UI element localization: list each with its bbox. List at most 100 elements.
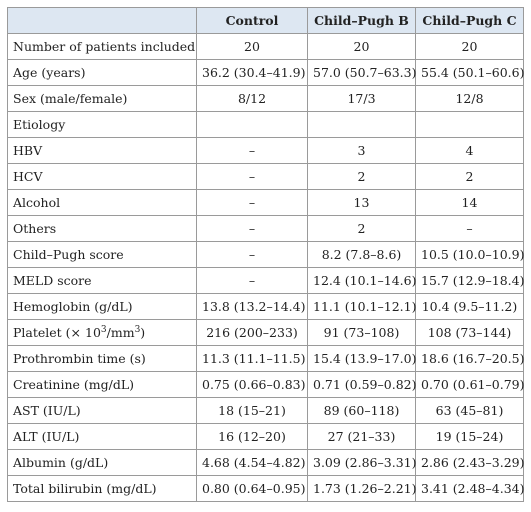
value-cell: 63 (45–81): [415, 397, 524, 424]
value-cell: 12/8: [415, 85, 524, 112]
value-cell: 55.4 (50.1–60.6): [415, 59, 524, 86]
table-row: MELD score –12.4 (10.1–14.6) 15.7 (12.9–18…: [7, 267, 524, 294]
value-cell: 11.3 (11.1–11.5): [196, 345, 308, 372]
value-cell: 15.4 (13.9–17.0): [307, 345, 416, 372]
value-cell: 0.71 (0.59–0.82): [307, 371, 416, 398]
table-row: Total bilirubin (mg/dL) 0.80 (0.64–0.95) 1…: [7, 475, 524, 502]
table-row: ALT (IU/L) 16 (12–20) 27 (21–33) 19 (15–24): [7, 423, 524, 450]
value-cell: –: [196, 163, 308, 190]
value-cell: –: [196, 267, 308, 294]
value-cell: 20: [196, 33, 308, 60]
value-cell: 0.70 (0.61–0.79): [415, 371, 524, 398]
value-cell: 10.4 (9.5–11.2): [415, 293, 524, 320]
table-row: Prothrombin time (s) 11.3 (11.1–11.5) 15.4…: [7, 345, 524, 372]
data-table: Control Child–Pugh B Child–Pugh C Number o…: [7, 7, 524, 502]
value-cell: 20: [307, 33, 416, 60]
superscript: 3: [100, 324, 107, 335]
row-label: Platelet (× 103/mm3): [7, 319, 197, 346]
table-row: HBV –3 4: [7, 137, 524, 164]
value-cell: 19 (15–24): [415, 423, 524, 450]
header-cell: Child–Pugh B: [307, 7, 416, 34]
value-cell: 18 (15–21): [196, 397, 308, 424]
value-cell: 14: [415, 189, 524, 216]
value-cell: 8.2 (7.8–8.6): [307, 241, 416, 268]
row-label: Hemoglobin (g/dL): [7, 293, 197, 320]
header-row: Control Child–Pugh B Child–Pugh C: [7, 7, 524, 34]
row-label: Creatinine (mg/dL): [7, 371, 197, 398]
table-row: Sex (male/female) 8/12 17/3 12/8: [7, 85, 524, 112]
row-label: Etiology: [7, 111, 197, 138]
value-cell: 27 (21–33): [307, 423, 416, 450]
row-label: Albumin (g/dL): [7, 449, 197, 476]
row-label: Child–Pugh score: [7, 241, 197, 268]
row-label: MELD score: [7, 267, 197, 294]
value-cell: 4.68 (4.54–4.82): [196, 449, 308, 476]
value-cell: –: [196, 241, 308, 268]
value-cell: 1.73 (1.26–2.21): [307, 475, 416, 502]
table-row: Others –2–: [7, 215, 524, 242]
value-cell: 11.1 (10.1–12.1): [307, 293, 416, 320]
table-row: Albumin (g/dL) 4.68 (4.54–4.82) 3.09 (2.86…: [7, 449, 524, 476]
value-cell: 17/3: [307, 85, 416, 112]
value-cell: 108 (73–144): [415, 319, 524, 346]
value-cell: 13: [307, 189, 416, 216]
row-label: AST (IU/L): [7, 397, 197, 424]
label-text: /mm: [106, 325, 135, 340]
table-row: Age (years) 36.2 (30.4–41.9) 57.0 (50.7–63…: [7, 59, 524, 86]
table-row: Number of patients included 20 20 20: [7, 33, 524, 60]
row-label: HCV: [7, 163, 197, 190]
value-cell: 2: [415, 163, 524, 190]
header-cell: [7, 7, 197, 34]
value-cell: 10.5 (10.0–10.9): [415, 241, 524, 268]
row-label: Age (years): [7, 59, 197, 86]
value-cell: 15.7 (12.9–18.4): [415, 267, 524, 294]
value-cell: 3.41 (2.48–4.34): [415, 475, 524, 502]
value-cell: 13.8 (13.2–14.4): [196, 293, 308, 320]
table-row: HCV –2 2: [7, 163, 524, 190]
row-label: Others: [7, 215, 197, 242]
header-cell: Control: [196, 7, 308, 34]
table-row: Hemoglobin (g/dL) 13.8 (13.2–14.4) 11.1 (1…: [7, 293, 524, 320]
value-cell: 4: [415, 137, 524, 164]
value-cell: 18.6 (16.7–20.5): [415, 345, 524, 372]
empty-cell: [196, 111, 308, 138]
value-cell: 16 (12–20): [196, 423, 308, 450]
value-cell: 8/12: [196, 85, 308, 112]
value-cell: 2: [307, 163, 416, 190]
empty-cell: [415, 111, 524, 138]
table-row: Platelet (× 103/mm3) 216 (200–233) 91 (73–…: [7, 319, 524, 346]
label-text: Platelet (× 10: [13, 325, 101, 340]
value-cell: 12.4 (10.1–14.6): [307, 267, 416, 294]
value-cell: 57.0 (50.7–63.3): [307, 59, 416, 86]
table-row: AST (IU/L) 18 (15–21) 89 (60–118) 63 (45–81…: [7, 397, 524, 424]
table-row: Alcohol –13 14: [7, 189, 524, 216]
value-cell: 91 (73–108): [307, 319, 416, 346]
header-cell: Child–Pugh C: [415, 7, 524, 34]
table-row: Creatinine (mg/dL) 0.75 (0.66–0.83) 0.71 (…: [7, 371, 524, 398]
value-cell: –: [196, 215, 308, 242]
empty-cell: [307, 111, 416, 138]
value-cell: 20: [415, 33, 524, 60]
value-cell: 3.09 (2.86–3.31): [307, 449, 416, 476]
label-text: ): [140, 325, 146, 340]
value-cell: 3: [307, 137, 416, 164]
value-cell: –: [415, 215, 524, 242]
row-label: Prothrombin time (s): [7, 345, 197, 372]
table-row: Child–Pugh score –8.2 (7.8–8.6) 10.5 (10.0…: [7, 241, 524, 268]
value-cell: –: [196, 189, 308, 216]
table-row: Etiology: [7, 111, 524, 138]
row-label: Sex (male/female): [7, 85, 197, 112]
row-label: HBV: [7, 137, 197, 164]
row-label: Number of patients included: [7, 33, 197, 60]
value-cell: 89 (60–118): [307, 397, 416, 424]
value-cell: 36.2 (30.4–41.9): [196, 59, 308, 86]
superscript: 3: [134, 324, 141, 335]
value-cell: 0.75 (0.66–0.83): [196, 371, 308, 398]
value-cell: 0.80 (0.64–0.95): [196, 475, 308, 502]
value-cell: 2: [307, 215, 416, 242]
row-label: Alcohol: [7, 189, 197, 216]
value-cell: –: [196, 137, 308, 164]
row-label: ALT (IU/L): [7, 423, 197, 450]
row-label: Total bilirubin (mg/dL): [7, 475, 197, 502]
